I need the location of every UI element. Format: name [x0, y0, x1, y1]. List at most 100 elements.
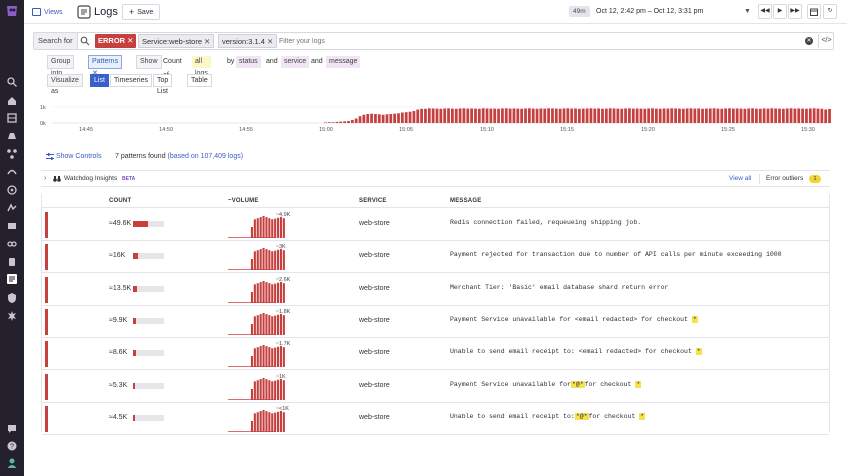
- monitors-icon[interactable]: [6, 130, 18, 142]
- close-icon[interactable]: ✕: [266, 37, 274, 46]
- facet-service[interactable]: service: [281, 56, 310, 68]
- facet-message[interactable]: message: [326, 56, 361, 68]
- timeline-bar: [481, 108, 485, 123]
- measure-all-logs[interactable]: all logs: [192, 56, 211, 77]
- view-all-link[interactable]: View all: [729, 175, 752, 182]
- clear-search-icon[interactable]: ✕: [805, 37, 813, 45]
- close-icon[interactable]: ✕: [92, 70, 98, 77]
- calendar-icon: [810, 8, 818, 16]
- chevron-right-icon[interactable]: ›: [44, 175, 47, 182]
- network-icon[interactable]: [6, 238, 18, 250]
- chevron-down-icon[interactable]: ▼: [744, 8, 751, 15]
- count-bar: [133, 382, 164, 389]
- help-icon[interactable]: ?: [6, 440, 18, 452]
- search-icon[interactable]: [6, 76, 18, 88]
- filter-chip-version[interactable]: version:3.1.4 ✕: [218, 34, 278, 48]
- viz-option-timeseries[interactable]: Timeseries: [110, 74, 152, 87]
- table-row[interactable]: ≈13.5K 2.6K web-store Merchant Tier: 'Basic…: [42, 274, 829, 306]
- side-navigation: ?: [0, 0, 24, 476]
- timeline-bar: [493, 108, 497, 123]
- table-row[interactable]: ≈49.6K 4.9K web-store Redis connection fail…: [42, 209, 829, 241]
- rewind-icon[interactable]: ◀◀: [758, 4, 772, 19]
- sparkline-bar: [279, 281, 282, 303]
- refresh-icon[interactable]: ↻: [823, 4, 837, 19]
- viz-option-list[interactable]: List: [90, 74, 109, 87]
- pattern-message[interactable]: Payment rejected for transaction due to …: [450, 251, 782, 258]
- viz-option-table[interactable]: Table: [187, 74, 212, 87]
- notebooks-icon[interactable]: [6, 184, 18, 196]
- watchdog-insights-bar[interactable]: › Watchdog Insights BETA View all Error …: [41, 170, 830, 187]
- viz-option-toplist[interactable]: Top List: [153, 74, 173, 95]
- user-icon[interactable]: [6, 457, 18, 469]
- show-controls-toggle[interactable]: Show Controls: [46, 151, 101, 163]
- count-bar: [133, 221, 164, 227]
- column-header-service[interactable]: SERVICE: [359, 198, 387, 204]
- close-icon[interactable]: ✕: [127, 36, 134, 45]
- timeline-bar: [647, 108, 651, 123]
- timeline-bar: [816, 108, 820, 123]
- views-button[interactable]: Views: [32, 4, 63, 20]
- fast-forward-icon[interactable]: ▶▶: [788, 4, 802, 19]
- pattern-message[interactable]: Payment Service unavailable for <email r…: [450, 315, 698, 323]
- time-range-picker[interactable]: [807, 4, 821, 19]
- timeline-bar: [558, 108, 562, 123]
- column-header-message[interactable]: MESSAGE: [450, 198, 482, 204]
- pattern-message[interactable]: Merchant Tier: 'Basic' email database sh…: [450, 284, 668, 291]
- code-view-icon[interactable]: </>: [818, 34, 834, 48]
- time-range-selector[interactable]: Oct 12, 2:42 pm – Oct 12, 3:31 pm: [596, 8, 704, 15]
- timeline-chart[interactable]: 1k 0k 14:45 14:50 14:55 15:00 15:05 15:10 15:15 1…: [36, 98, 836, 138]
- logs-icon[interactable]: [6, 273, 18, 285]
- sparkline-bar: [265, 217, 268, 238]
- table-row[interactable]: ≈9.9K 1.8K web-store Payment Service unavai…: [42, 306, 829, 338]
- security-icon[interactable]: [6, 220, 18, 232]
- error-outliers-label[interactable]: Error outliers: [766, 175, 804, 182]
- table-row[interactable]: ≈4.5K <1K web-store Unable to send email re…: [42, 403, 829, 435]
- filter-chip-service[interactable]: Service:web-store ✕: [138, 34, 215, 48]
- column-header-count[interactable]: COUNT: [109, 198, 132, 204]
- facet-status[interactable]: status: [236, 56, 261, 68]
- shield-icon[interactable]: [6, 292, 18, 304]
- timeline-bar: [654, 108, 658, 123]
- timeline-bar: [581, 108, 585, 123]
- timeline-bar: [412, 111, 416, 123]
- timeline-bar: [612, 108, 616, 123]
- timeline-bar: [689, 108, 693, 123]
- chat-icon[interactable]: [6, 423, 18, 435]
- close-icon[interactable]: ✕: [204, 37, 211, 46]
- timeline-bar: [431, 108, 435, 123]
- watchdog-title: Watchdog Insights: [64, 175, 118, 182]
- pattern-service: web-store: [359, 413, 390, 421]
- table-row[interactable]: ≈8.6K 1.7K web-store Unable to send email r…: [42, 338, 829, 371]
- home-icon[interactable]: [6, 95, 18, 107]
- pattern-message[interactable]: Unable to send email receipt to:*@*for c…: [450, 412, 646, 420]
- time-live-badge[interactable]: 49m: [569, 6, 590, 17]
- datadog-logo[interactable]: [4, 3, 20, 19]
- column-header-volume[interactable]: ~VOLUME: [228, 198, 259, 204]
- settings-icon[interactable]: [6, 310, 18, 322]
- timeline-bar: [400, 112, 404, 123]
- table-row[interactable]: ≈5.3K 1K web-store Payment Service unavaila…: [42, 371, 829, 403]
- sparkline-bar: [262, 216, 265, 238]
- integrations-icon[interactable]: [6, 256, 18, 268]
- pattern-message[interactable]: Redis connection failed, requeueing ship…: [450, 219, 641, 226]
- dashboards-icon[interactable]: [6, 112, 18, 124]
- search-icon[interactable]: [80, 36, 90, 46]
- timeline-bar: [504, 108, 508, 123]
- table-row[interactable]: ≈16K 3K web-store Payment rejected for tran…: [42, 241, 829, 274]
- infrastructure-icon[interactable]: [6, 148, 18, 160]
- save-button[interactable]: + Save: [122, 4, 161, 20]
- apm-icon[interactable]: [6, 166, 18, 178]
- play-icon[interactable]: ▶: [773, 4, 787, 19]
- synthetics-icon[interactable]: [6, 202, 18, 214]
- group-into-patterns[interactable]: Patterns ✕: [88, 55, 123, 77]
- pattern-message[interactable]: Payment Service unavailable for*@*for ch…: [450, 380, 642, 388]
- sparkline-bar: [259, 217, 262, 238]
- timeline-bar: [474, 108, 477, 123]
- pattern-message[interactable]: Unable to send email receipt to: <email …: [450, 348, 702, 356]
- timeline-bar: [824, 109, 828, 123]
- patterns-based-on[interactable]: (based on 107,409 logs): [167, 153, 244, 160]
- filter-chip-error[interactable]: ERROR ✕: [95, 34, 137, 48]
- sparkline-bar: [271, 283, 274, 303]
- volume-sparkline: 1K: [228, 374, 286, 400]
- search-input[interactable]: [279, 34, 779, 48]
